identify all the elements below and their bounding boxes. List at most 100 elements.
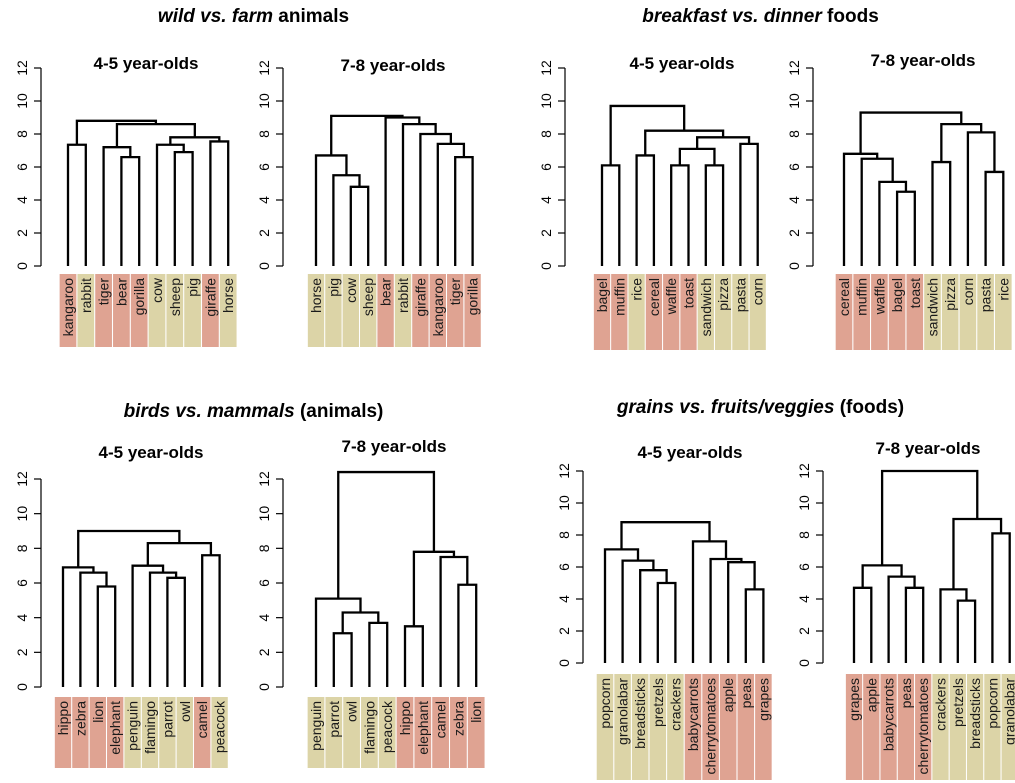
leaf-label-box: [835, 274, 853, 350]
leaf-label-box: [915, 674, 932, 780]
dendrogram-link: [403, 625, 424, 687]
leaf-label-box: [447, 274, 464, 347]
dendrogram-link: [173, 151, 194, 266]
dendrogram-link: [991, 532, 1011, 663]
y-tick-label: 12: [538, 60, 554, 76]
dendrogram-link: [332, 174, 361, 266]
y-tick-label: 10: [556, 495, 572, 511]
dendrogram-link: [931, 160, 952, 266]
panel-title: 4-5 year-olds: [630, 54, 735, 73]
leaf-label: flamingo: [361, 701, 377, 754]
y-tick-label: 0: [14, 683, 30, 691]
leaf-label-box: [396, 697, 414, 768]
y-tick-label: 4: [796, 595, 812, 603]
leaf-label: apple: [863, 678, 879, 712]
leaf-label: hippo: [55, 701, 71, 735]
group-title-emphasis: breakfast vs. dinner: [642, 6, 822, 27]
panel-title: 7-8 year-olds: [871, 51, 976, 70]
leaf-label: toast: [681, 278, 697, 308]
leaf-label: granolabar: [615, 678, 631, 745]
leaf-label: babycarrots: [881, 678, 897, 751]
leaf-label-box: [307, 697, 325, 768]
dendrogram-link: [880, 469, 979, 566]
leaf-label: giraffe: [412, 278, 428, 317]
leaf-label-box: [949, 674, 966, 780]
dendrogram-link: [96, 585, 117, 687]
leaf-label: pasta: [978, 278, 994, 312]
leaf-label: hippo: [397, 701, 413, 735]
leaf-label-box: [888, 274, 906, 350]
y-tick-label: 6: [256, 163, 272, 171]
y-tick-label: 10: [786, 93, 802, 109]
y-tick-label: 10: [538, 93, 554, 109]
leaf-label: horse: [308, 278, 324, 313]
leaf-label-box: [325, 697, 343, 768]
leaf-label-box: [667, 674, 684, 780]
dendrogram-link: [61, 566, 95, 687]
leaf-label: peas: [898, 678, 914, 708]
leaf-label-box: [377, 274, 394, 347]
dendrogram-link: [621, 559, 655, 663]
leaf-label: elephant: [415, 701, 431, 755]
dendrogram-link: [349, 185, 370, 266]
leaf-label: sandwich: [925, 278, 941, 336]
y-tick-label: 12: [556, 463, 572, 479]
y-tick-label: 10: [14, 506, 30, 522]
leaf-label-box: [211, 697, 228, 768]
leaf-label-box: [959, 274, 977, 350]
dendrogram-link: [600, 164, 621, 266]
leaf-label: owl: [344, 701, 360, 722]
y-tick-label: 6: [796, 563, 812, 571]
leaf-label: pig: [325, 278, 341, 297]
y-tick-label: 8: [538, 130, 554, 138]
leaf-label-box: [378, 697, 396, 768]
leaf-label-box: [966, 674, 984, 780]
leaf-label-box: [845, 674, 863, 780]
leaf-label: parrot: [159, 701, 175, 738]
dendrogram-link: [904, 586, 925, 663]
leaf-label: crackers: [667, 678, 683, 731]
dendrogram-link: [66, 143, 87, 266]
group-title-suffix: foods: [821, 6, 879, 27]
leaf-label: cherrytomatoes: [915, 678, 931, 774]
leaf-label: bear: [113, 278, 129, 306]
y-tick-label: 2: [786, 229, 802, 237]
dendrogram-link: [895, 190, 916, 266]
y-tick-label: 2: [14, 648, 30, 656]
dendrogram-link: [859, 111, 963, 154]
dendrogram-link: [670, 164, 690, 266]
dendrogram-link: [704, 164, 725, 266]
y-tick-label: 6: [538, 163, 554, 171]
leaf-label: cereal: [646, 278, 662, 316]
leaf-label: pretzels: [650, 678, 666, 727]
leaf-label: tiger: [447, 278, 463, 306]
panel-title: 4-5 year-olds: [94, 54, 199, 73]
leaf-label: pizza: [715, 278, 731, 311]
y-tick-label: 10: [256, 506, 272, 522]
y-tick-label: 2: [796, 627, 812, 635]
dendrogram-link: [635, 154, 656, 266]
y-tick-label: 4: [556, 595, 572, 603]
leaf-label: owl: [177, 701, 193, 722]
dendrogram-link: [644, 129, 725, 156]
leaf-label: gorilla: [465, 278, 481, 316]
y-tick-label: 0: [786, 262, 802, 270]
leaf-label-box: [649, 674, 667, 780]
dendrogram-panel: 4-5 year-olds 0 2 4 6 8 10 12 kangaroo rabbit tige…: [14, 54, 237, 347]
y-tick-label: 12: [14, 60, 30, 76]
y-tick-label: 12: [14, 471, 30, 487]
leaf-label: rice: [995, 278, 1011, 301]
dendrogram-link: [860, 157, 894, 266]
dendrogram-link: [155, 143, 185, 266]
leaf-label-box: [414, 697, 432, 768]
leaf-label: waffle: [871, 278, 887, 316]
dendrogram-link: [166, 576, 186, 687]
leaf-label: rice: [629, 278, 645, 301]
leaf-label-box: [54, 697, 72, 768]
leaf-label-box: [176, 697, 193, 768]
dendrogram-link: [314, 154, 348, 266]
y-tick-label: 8: [556, 531, 572, 539]
y-tick-label: 0: [256, 262, 272, 270]
panel-title: 7-8 year-olds: [341, 56, 446, 75]
